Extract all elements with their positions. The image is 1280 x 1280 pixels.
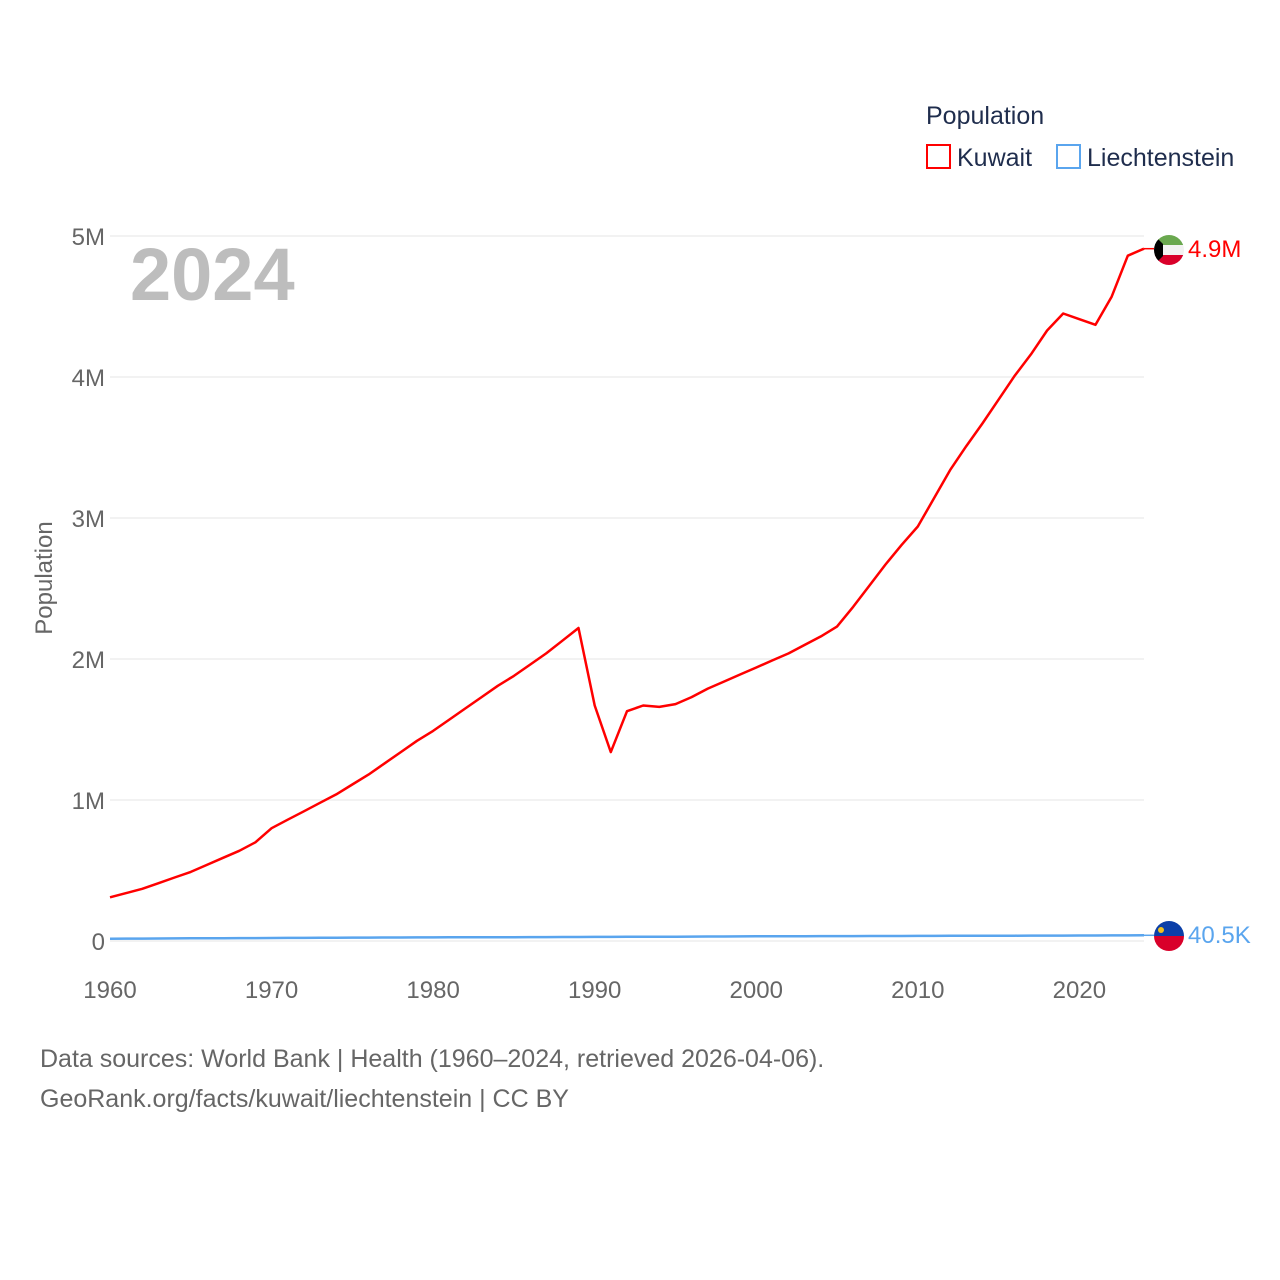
x-tick-label: 1980 [406, 977, 459, 1004]
source-link[interactable]: GeoRank.org/facts/kuwait/liechtenstein |… [40, 1085, 569, 1113]
legend-label-kuwait[interactable]: Kuwait [957, 144, 1032, 172]
kuwait-flag-icon [1154, 235, 1184, 265]
y-tick-label: 1M [72, 788, 105, 815]
y-tick-label: 3M [72, 506, 105, 533]
x-tick-label: 2020 [1053, 977, 1106, 1004]
legend-title: Population [926, 102, 1044, 130]
y-tick-label: 5M [72, 224, 105, 251]
legend-label-liechtenstein[interactable]: Liechtenstein [1087, 144, 1234, 172]
y-tick-label: 2M [72, 647, 105, 674]
series-line-liechtenstein[interactable] [109, 934, 1145, 940]
end-label-liechtenstein: 40.5K [1188, 922, 1251, 949]
y-tick-label: 4M [72, 365, 105, 392]
x-tick-label: 1970 [245, 977, 298, 1004]
liechtenstein-flag-icon [1154, 921, 1184, 951]
legend: Population Kuwait Liechtenstein [926, 102, 1234, 172]
y-axis-label: Population [31, 521, 58, 634]
y-tick-label: 0 [92, 929, 105, 956]
data-source-note: Data sources: World Bank | Health (1960–… [40, 1045, 825, 1073]
x-tick-label: 2000 [730, 977, 783, 1004]
end-label-kuwait: 4.9M [1188, 236, 1241, 263]
series-line-kuwait[interactable] [109, 247, 1145, 899]
year-label: 2024 [130, 233, 295, 316]
legend-swatch-liechtenstein[interactable] [1056, 144, 1081, 169]
x-tick-label: 1960 [83, 977, 136, 1004]
x-tick-label: 1990 [568, 977, 621, 1004]
x-tick-label: 2010 [891, 977, 944, 1004]
legend-swatch-kuwait[interactable] [926, 144, 951, 169]
